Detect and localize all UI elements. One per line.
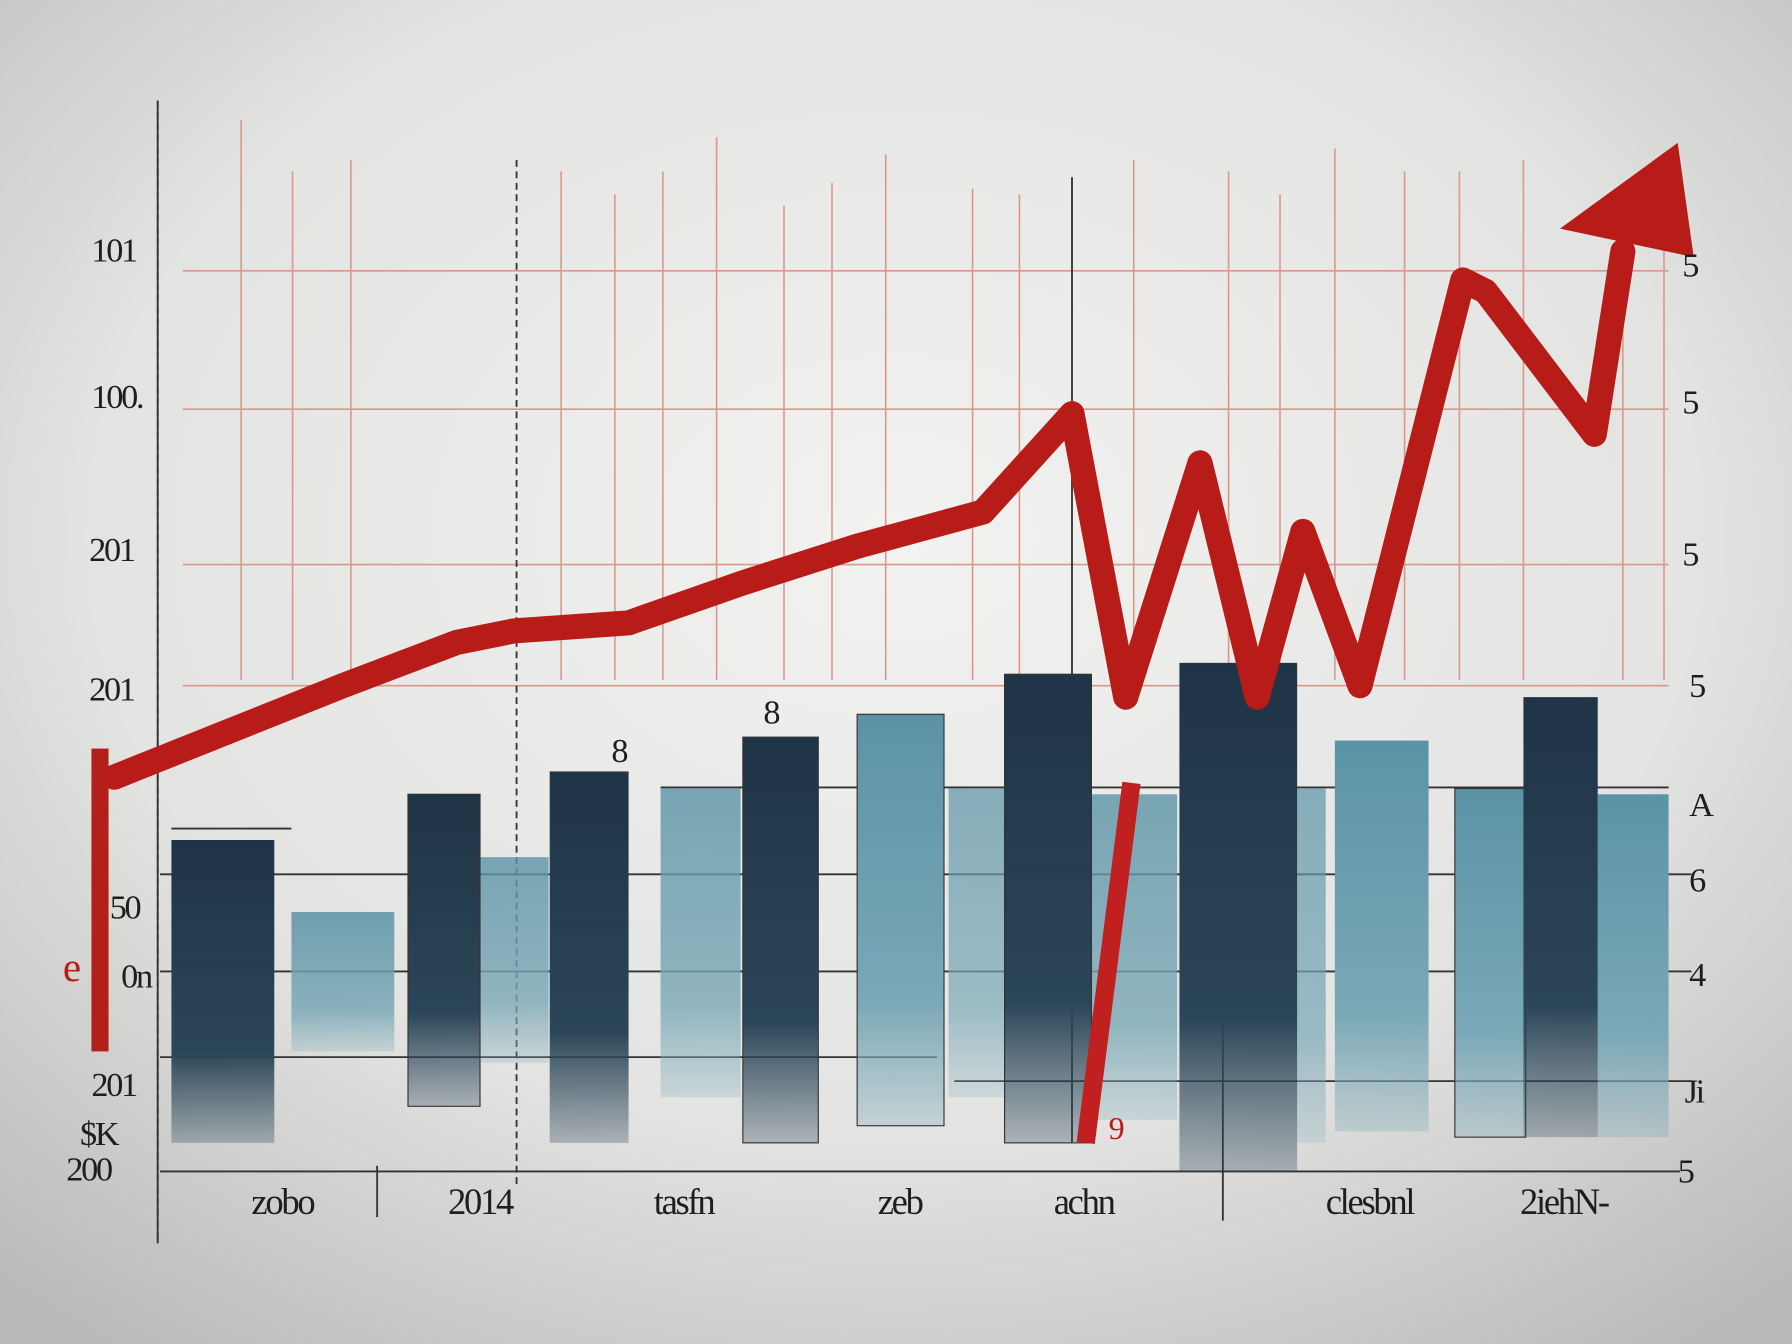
label: 2iehN- bbox=[1520, 1181, 1609, 1222]
label: zobo bbox=[251, 1181, 314, 1222]
annotation: 8 bbox=[763, 693, 780, 731]
right-labels: 5 5 5 5 A 6 4 Ji 5 bbox=[1678, 246, 1717, 1191]
label: 201 bbox=[89, 531, 135, 569]
label: 50 bbox=[110, 889, 141, 927]
label: 0n bbox=[121, 957, 153, 995]
label: 5 bbox=[1682, 536, 1698, 574]
annotations: 8 8 9 bbox=[611, 693, 1124, 1145]
label: 4 bbox=[1689, 956, 1706, 994]
label: 101 bbox=[91, 232, 137, 270]
left-labels: 101 100. 201 201 50 0n 201 $K 200 e bbox=[63, 232, 155, 1189]
label: 201 bbox=[91, 1066, 137, 1104]
label: 2014 bbox=[448, 1181, 514, 1222]
label: 5 bbox=[1689, 667, 1705, 705]
label: $K bbox=[80, 1115, 120, 1153]
label: zeb bbox=[878, 1181, 923, 1222]
label: Ji bbox=[1685, 1073, 1705, 1111]
bars bbox=[171, 662, 1669, 1172]
red-mark: e bbox=[63, 944, 81, 990]
label: 5 bbox=[1682, 384, 1698, 422]
label: tasfn bbox=[654, 1181, 716, 1222]
label: clesbnl bbox=[1326, 1181, 1416, 1222]
label: A bbox=[1689, 786, 1714, 824]
label: 5 bbox=[1678, 1153, 1694, 1191]
red-trend bbox=[91, 142, 1694, 1145]
label: 5 bbox=[1682, 246, 1698, 284]
bottom-labels: zobo 2014 tasfn zeb achn clesbnl 2iehN- bbox=[251, 1181, 1611, 1222]
label: 100. bbox=[91, 378, 143, 416]
label: 6 bbox=[1689, 861, 1706, 899]
annotation: 9 bbox=[1109, 1110, 1125, 1146]
label: achn bbox=[1054, 1181, 1116, 1222]
label: 200 bbox=[66, 1150, 112, 1188]
annotation: 8 bbox=[611, 732, 628, 770]
label: 201 bbox=[89, 670, 135, 708]
